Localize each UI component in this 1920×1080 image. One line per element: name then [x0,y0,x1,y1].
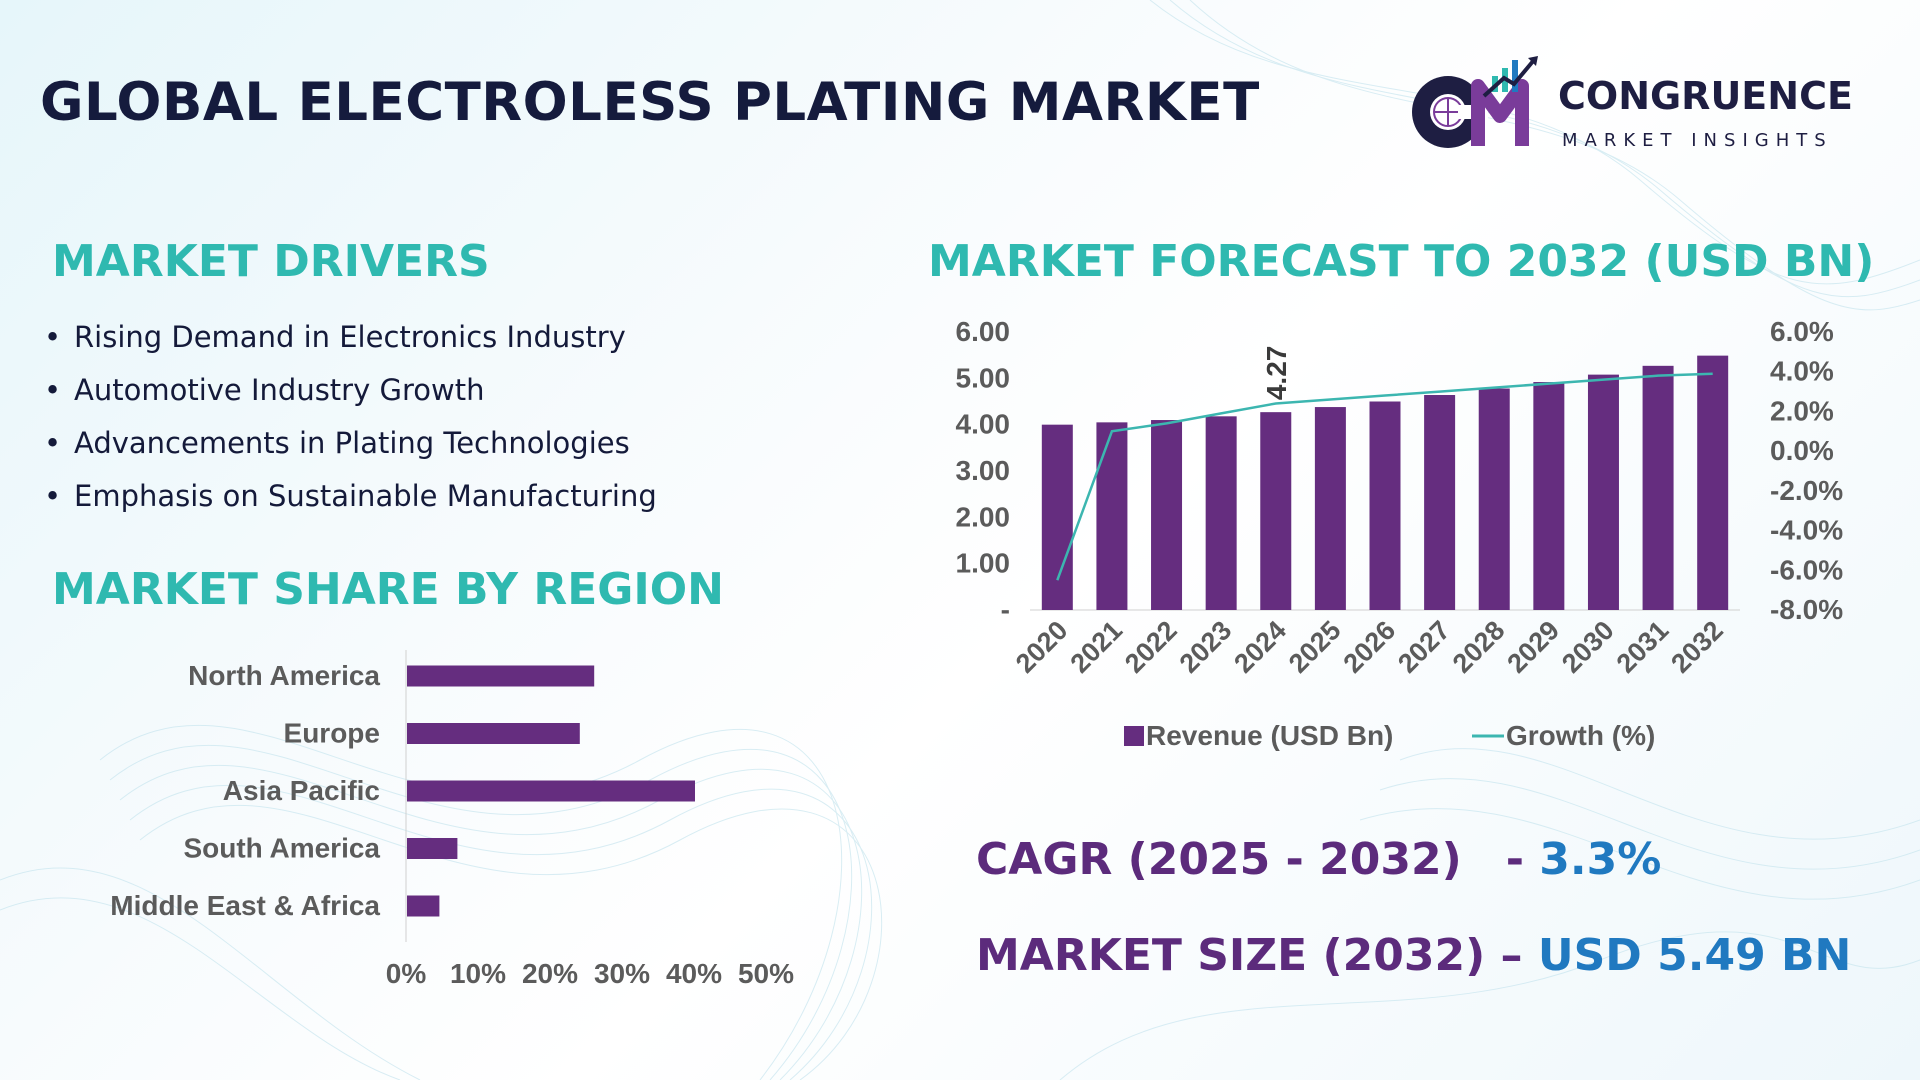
region-label: Asia Pacific [223,775,380,806]
market-size-label: MARKET SIZE (2032) [976,930,1486,981]
company-logo: CONGRUENCE MARKET INSIGHTS [1400,50,1870,160]
revenue-bar [1096,422,1128,610]
region-bar [407,780,695,802]
left-y-tick-label: 3.00 [956,455,1011,486]
forecast-heading: MARKET FORECAST TO 2032 (USD BN) [928,236,1875,287]
revenue-bar [1314,407,1346,610]
cm-monogram-icon [1412,56,1538,148]
x-tick-label: 2027 [1392,615,1456,679]
revenue-bar [1424,395,1456,610]
legend-label-revenue: Revenue (USD Bn) [1146,720,1393,751]
driver-item: • Automotive Industry Growth [44,373,485,407]
revenue-bar [1151,420,1183,610]
driver-text: Rising Demand in Electronics Industry [74,320,626,354]
region-bar [407,895,440,917]
region-bar [407,723,580,744]
x-tick-label: 2031 [1611,615,1675,679]
region-label: North America [188,660,380,691]
revenue-bar [1205,416,1237,610]
x-tick-label: 2029 [1501,615,1565,679]
legend-swatch-revenue [1124,726,1144,746]
market-size-value: USD 5.49 BN [1537,930,1852,981]
region-bar [407,838,458,859]
right-y-tick-label: 6.0% [1770,316,1834,347]
revenue-bar [1260,412,1292,610]
region-bar [407,665,595,687]
market-size-separator: – [1485,930,1538,981]
driver-item: • Rising Demand in Electronics Industry [44,320,626,354]
data-label: 4.27 [1261,346,1292,401]
right-y-tick-label: -6.0% [1770,554,1843,585]
revenue-bar [1369,401,1401,610]
forecast-chart: - 1.00 2.00 3.00 4.00 5.00 6.00 -8.0% -6.0% -4.0%… [956,316,1844,751]
right-y-tick-label: -2.0% [1770,475,1843,506]
x-tick-label: 2024 [1228,615,1292,679]
driver-text: Advancements in Plating Technologies [74,426,630,460]
driver-item: • Emphasis on Sustainable Manufacturing [44,479,657,513]
driver-item: • Advancements in Plating Technologies [44,426,630,460]
x-tick-label: 2032 [1665,615,1729,679]
left-y-tick-label: 4.00 [956,409,1011,440]
right-y-tick-label: -8.0% [1770,594,1843,625]
region-share-chart: North America Europe Asia Pacific South Ame… [110,650,794,989]
revenue-bar [1478,388,1510,610]
drivers-heading: MARKET DRIVERS [52,236,490,287]
x-tick-label: 20% [522,958,578,989]
logo-tagline: MARKET INSIGHTS [1562,130,1833,151]
cagr-separator: - [1505,834,1540,885]
market-size-kpi: MARKET SIZE (2032) – USD 5.49 BN [976,930,1851,981]
page-title: GLOBAL ELECTROLESS PLATING MARKET [40,72,1260,133]
x-tick-label: 2022 [1119,615,1183,679]
x-tick-label: 2028 [1447,615,1511,679]
x-tick-label: 2020 [1010,615,1074,679]
driver-text: Automotive Industry Growth [74,373,485,407]
right-y-tick-label: 0.0% [1770,435,1834,466]
x-tick-label: 50% [738,958,794,989]
x-tick-label: 2023 [1174,615,1238,679]
revenue-bar [1041,424,1073,610]
region-heading: MARKET SHARE BY REGION [52,564,724,615]
legend-label-growth: Growth (%) [1506,720,1655,751]
x-tick-label: 10% [450,958,506,989]
logo-name: CONGRUENCE [1558,74,1853,118]
growth-line [1056,372,1713,581]
x-tick-label: 2025 [1283,615,1347,679]
x-tick-label: 2021 [1064,615,1128,679]
right-y-tick-label: 2.0% [1770,395,1834,426]
right-y-tick-label: 4.0% [1770,356,1834,387]
drivers-list: • Rising Demand in Electronics Industry •… [44,320,657,532]
left-y-tick-label: - [1001,594,1010,625]
region-label: Europe [284,718,380,749]
left-y-tick-label: 5.00 [956,362,1011,393]
right-y-tick-label: -4.0% [1770,515,1843,546]
left-y-tick-label: 1.00 [956,548,1011,579]
cagr-value: 3.3% [1539,834,1662,885]
region-label: Middle East & Africa [110,890,380,921]
x-tick-label: 0% [386,958,427,989]
revenue-bar [1587,374,1619,610]
x-tick-label: 30% [594,958,650,989]
left-y-tick-label: 6.00 [956,316,1011,347]
left-y-tick-label: 2.00 [956,501,1011,532]
revenue-bar [1533,382,1565,610]
x-tick-label: 2030 [1556,615,1620,679]
cagr-label: CAGR (2025 - 2032) [976,834,1462,885]
cagr-kpi: CAGR (2025 - 2032) - 3.3% [976,834,1661,885]
x-tick-label: 40% [666,958,722,989]
region-label: South America [183,833,380,864]
x-tick-label: 2026 [1338,615,1402,679]
revenue-bar [1697,355,1729,610]
driver-text: Emphasis on Sustainable Manufacturing [74,479,657,513]
revenue-bar [1642,365,1674,610]
